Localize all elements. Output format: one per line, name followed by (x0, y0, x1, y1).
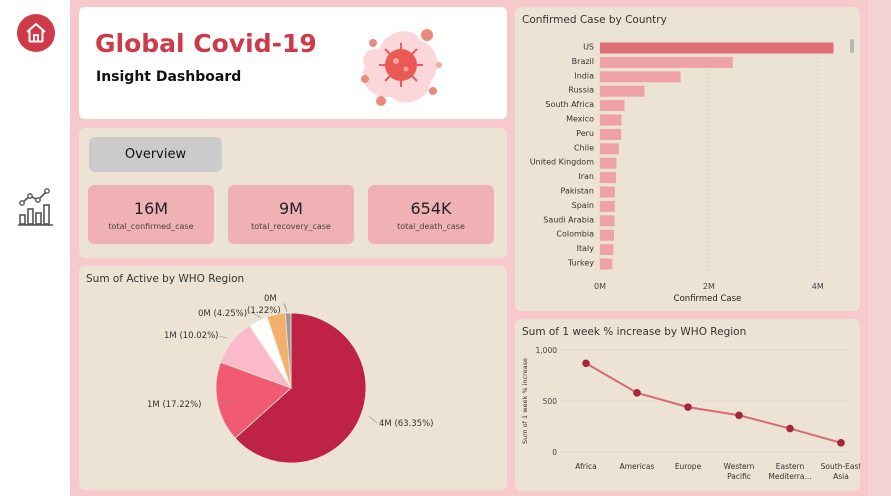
sidebar (0, 0, 70, 496)
home-icon (26, 23, 46, 43)
line-y-tick-label: 0 (552, 448, 557, 457)
kpi-confirmed-card: 16M total_confirmed_case (88, 185, 214, 244)
bar[interactable] (600, 71, 681, 83)
bar[interactable] (600, 143, 619, 155)
line-y-tick-label: 500 (543, 397, 558, 406)
pie-chart[interactable]: 4M (63.35%) 1M (17.22%) 1M (10.02%) 0M (4.2… (79, 266, 507, 490)
line-chart-title: Sum of 1 week % increase by WHO Region (522, 326, 747, 338)
line-x-tick-label: Americas (620, 462, 655, 471)
bar-chart-title: Confirmed Case by Country (522, 14, 667, 26)
line-x-tick-label: Africa (575, 462, 596, 471)
bar-x-tick-label: 2M (703, 282, 715, 291)
line-point[interactable] (786, 424, 794, 433)
pie-slice-label: 0M (264, 294, 277, 304)
line-y-tick-label: 1,000 (536, 346, 558, 355)
overview-card: Overview 16M total_confirmed_case 9M tot… (79, 128, 507, 258)
bar-category-label: Iran (578, 172, 594, 181)
pie-slice[interactable] (234, 312, 367, 464)
kpi-recovery-label: total_recovery_case (251, 222, 331, 231)
bar-x-tick-label: 0M (594, 282, 606, 291)
pie-slice-label: 0M (4.25%) (198, 309, 247, 319)
line-x-tick-label: Eastern Mediterra... (768, 462, 811, 481)
bar-category-label: United Kingdom (530, 158, 594, 167)
line-chart-card: 0 500 1,000 Sum of 1 week % increase Africa A… (515, 319, 860, 491)
kpi-recovery-card: 9M total_recovery_case (228, 185, 354, 244)
line-y-axis-label: Sum of 1 week % increase (521, 358, 529, 444)
bar-category-label: Spain (572, 201, 594, 210)
overview-button[interactable]: Overview (89, 137, 222, 172)
bar-category-label: Saudi Arabia (543, 215, 594, 224)
line-point[interactable] (735, 411, 743, 420)
bar-chart[interactable]: 0M 2M 4M US Brazil India Russia South Africa Mex… (515, 7, 860, 311)
bar-category-label: Turkey (567, 259, 594, 268)
bar[interactable] (600, 186, 615, 198)
bar[interactable] (600, 100, 625, 112)
line-x-tick-label: Western Pacific (724, 462, 755, 481)
bar-category-label: Pakistan (561, 187, 595, 196)
analytics-chart-icon (18, 188, 53, 226)
virus-illustration-icon (361, 29, 442, 106)
kpi-death-card: 654K total_death_case (368, 185, 494, 244)
bar[interactable] (600, 56, 733, 68)
bar[interactable] (600, 85, 645, 97)
bar[interactable] (600, 157, 617, 169)
bar[interactable] (600, 200, 615, 212)
line-point[interactable] (633, 389, 641, 397)
bar-category-label: Italy (577, 244, 595, 253)
line-point[interactable] (684, 403, 692, 411)
line-point[interactable] (837, 439, 845, 447)
title-card: Global Covid-19 Insight Dashboard (79, 7, 507, 119)
bar-chart-card: 0M 2M 4M US Brazil India Russia South Africa Mex… (515, 7, 860, 311)
dashboard-title: Global Covid-19 (95, 29, 317, 58)
bar-category-label: Mexico (566, 115, 594, 124)
line-point[interactable] (582, 359, 590, 368)
bar[interactable] (600, 172, 616, 184)
right-panel-edge (868, 0, 891, 496)
kpi-confirmed-label: total_confirmed_case (108, 222, 194, 231)
bar-category-label: Russia (568, 86, 594, 95)
bar[interactable] (600, 42, 834, 54)
pie-slice[interactable] (284, 312, 292, 389)
bar-scrollbar[interactable] (850, 39, 854, 53)
bar[interactable] (600, 114, 622, 126)
bar-x-tick-label: 4M (812, 282, 824, 291)
bar[interactable] (600, 244, 614, 256)
pie-leader-line (368, 415, 378, 424)
pie-slice-label: (1.22%) (247, 306, 281, 316)
pie-chart-card: 4M (63.35%) 1M (17.22%) 1M (10.02%) 0M (4.2… (79, 266, 507, 490)
bar-category-label: Peru (576, 129, 594, 138)
kpi-recovery-value: 9M (279, 199, 303, 218)
bar[interactable] (600, 229, 614, 241)
line-chart[interactable]: 0 500 1,000 Sum of 1 week % increase Africa A… (515, 319, 860, 491)
line-series[interactable] (585, 362, 842, 444)
kpi-death-value: 654K (410, 199, 452, 218)
bar-category-label: Brazil (572, 57, 594, 66)
pie-slice-label: 4M (63.35%) (379, 419, 434, 429)
bar-category-label: South Africa (545, 100, 594, 109)
pie-leader-line (284, 303, 288, 313)
home-button[interactable] (17, 14, 55, 52)
line-x-tick-label: Europe (675, 462, 702, 471)
bar-x-axis-label: Confirmed Case (674, 294, 742, 304)
bar[interactable] (600, 258, 613, 270)
bar-category-label: US (583, 43, 594, 52)
bar[interactable] (600, 128, 622, 140)
dashboard-subtitle: Insight Dashboard (96, 69, 242, 85)
bar[interactable] (600, 215, 615, 227)
bar-category-label: Colombia (556, 230, 594, 239)
bar-category-label: Chile (574, 143, 594, 152)
kpi-confirmed-value: 16M (133, 199, 169, 218)
pie-slice-label: 1M (17.22%) (147, 400, 202, 410)
pie-chart-title: Sum of Active by WHO Region (86, 273, 245, 285)
pie-slice-label: 1M (10.02%) (164, 331, 219, 341)
analytics-button[interactable] (16, 187, 56, 227)
pie-leader-line (250, 311, 262, 319)
bar-category-label: India (574, 71, 594, 80)
kpi-death-label: total_death_case (397, 222, 465, 231)
pie-leader-line (218, 335, 228, 339)
line-x-tick-label: South-East Asia (821, 462, 860, 481)
